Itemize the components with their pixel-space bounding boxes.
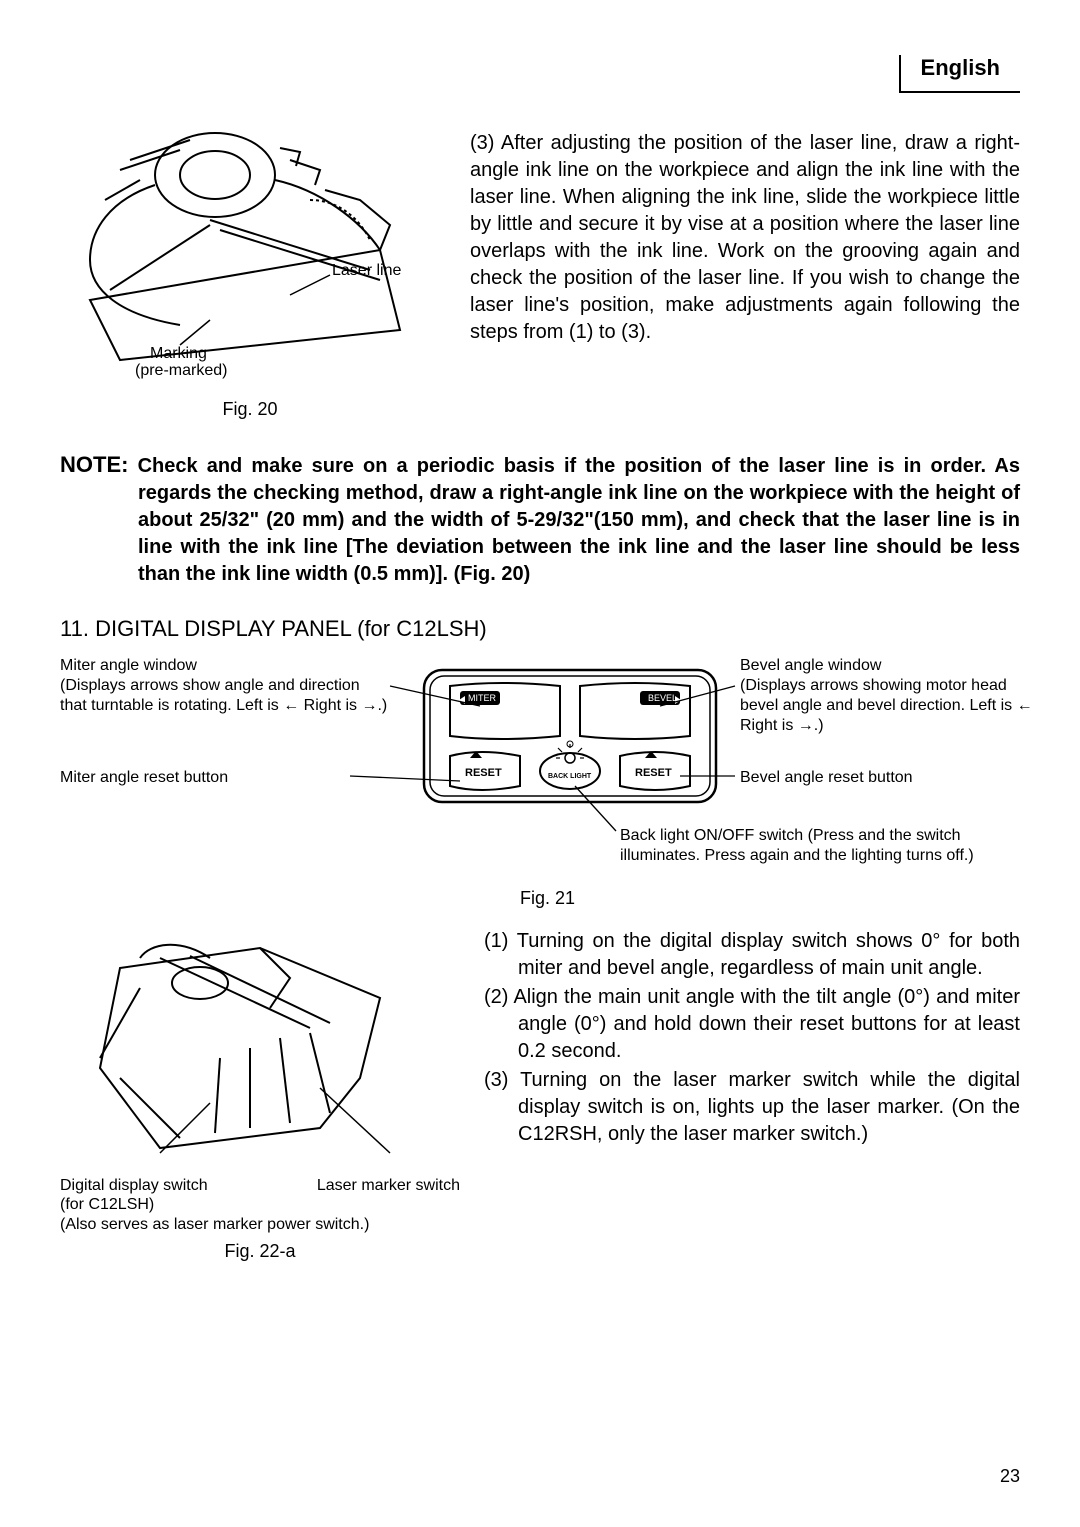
fig21-wrap: Miter angle window(Displays arrows show …	[60, 656, 1020, 916]
digital-switch-sub2: (Also serves as laser marker power switc…	[60, 1215, 460, 1235]
bevel-btn-text: BEVEL	[648, 693, 677, 703]
backlight-label: Back light ON/OFF switch (Press and the …	[620, 826, 1000, 866]
language-header: English	[899, 55, 1020, 93]
bevel-reset-label: Bevel angle reset button	[740, 768, 913, 788]
list-item-2: (2) Align the main unit angle with the t…	[484, 984, 1020, 1065]
fig22-caption: Fig. 22-a	[60, 1241, 460, 1262]
numbered-list: (1) Turning on the digital display switc…	[484, 928, 1020, 1262]
digital-switch-label: Digital display switch	[60, 1177, 208, 1195]
list-item-1: (1) Turning on the digital display switc…	[484, 928, 1020, 982]
section-fig22: Digital display switch Laser marker swit…	[60, 928, 1020, 1262]
reset-left: RESET	[465, 767, 502, 779]
laser-switch-label: Laser marker switch	[317, 1177, 460, 1195]
miter-reset-label: Miter angle reset button	[60, 768, 228, 788]
note-block: NOTE: Check and make sure on a periodic …	[60, 450, 1020, 588]
fig22-column: Digital display switch Laser marker swit…	[60, 928, 460, 1262]
fig20-illustration: Laser line Marking (pre-marked)	[60, 130, 420, 390]
marking-label-2: (pre-marked)	[135, 362, 227, 379]
page-number: 23	[1000, 1466, 1020, 1487]
fig20-caption: Fig. 20	[60, 399, 440, 420]
section-11-title: 11. DIGITAL DISPLAY PANEL (for C12LSH)	[60, 616, 1020, 642]
fig22-illustration	[60, 928, 440, 1168]
fig20-column: Laser line Marking (pre-marked) Fig. 20	[60, 130, 440, 420]
bevel-window-label: Bevel angle window(Displays arrows showi…	[740, 656, 1040, 736]
fig22-label-row: Digital display switch Laser marker swit…	[60, 1177, 460, 1195]
backlight-text: BACK LIGHT	[548, 773, 592, 780]
reset-right: RESET	[635, 767, 672, 779]
miter-btn-text: MITER	[468, 693, 496, 703]
fig21-caption: Fig. 21	[520, 888, 575, 909]
note-body: Check and make sure on a periodic basis …	[128, 455, 1020, 585]
note-lead: NOTE:	[60, 452, 128, 477]
marking-label-1: Marking	[150, 345, 207, 362]
paragraph-3: (3) After adjusting the position of the …	[470, 130, 1020, 420]
section-fig20: Laser line Marking (pre-marked) Fig. 20 …	[60, 130, 1020, 420]
digital-switch-sub1: (for C12LSH)	[60, 1195, 460, 1215]
fig21-panel-svg: MITER BEVEL RESET RESET BACK LIGHT	[420, 666, 720, 806]
list-item-3: (3) Turning on the laser marker switch w…	[484, 1067, 1020, 1148]
laser-line-label: Laser line	[332, 262, 401, 279]
miter-window-label: Miter angle window(Displays arrows show …	[60, 656, 390, 716]
